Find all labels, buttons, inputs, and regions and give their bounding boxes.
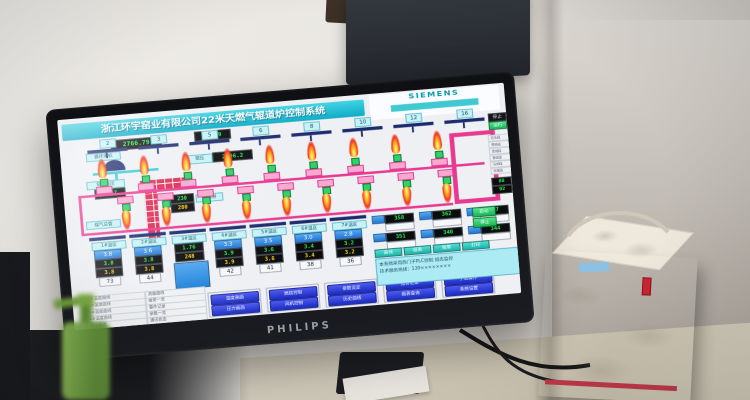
desk-cables (458, 320, 591, 384)
burner (345, 137, 365, 175)
duct-tick (462, 122, 466, 129)
burner (387, 133, 407, 171)
zone-output: 36 (339, 255, 362, 267)
flame-icon (281, 196, 293, 217)
label-gas-main: 煤气总管 (85, 219, 122, 231)
zone-column: 2#温区 3.6 3.8 3.8 44 (129, 231, 170, 293)
status-chip-run: 运行 (488, 120, 508, 131)
flame-icon (441, 182, 453, 204)
flame-icon (347, 137, 360, 158)
nav-group: 参数设定 历史曲线 (323, 278, 379, 308)
ups-sticker (578, 262, 610, 273)
zone-output: 38 (299, 259, 322, 271)
zone-column: 1#温区 3.8 3.8 3.8 73 (89, 235, 130, 296)
flame-icon (240, 199, 253, 221)
burner (303, 140, 323, 178)
flame-icon (160, 206, 173, 228)
duct-number: 3 (150, 134, 168, 145)
flame-icon (179, 151, 192, 172)
gas-pipe-riser (78, 195, 85, 236)
duct-number: 2 (99, 138, 117, 149)
burner (177, 151, 197, 189)
soap-bottle (48, 294, 128, 400)
chip (418, 211, 433, 221)
chip (371, 215, 386, 225)
ups-switch[interactable] (641, 277, 652, 296)
burner (116, 195, 136, 234)
burner (196, 188, 216, 227)
flame-icon (263, 144, 276, 165)
ups-red-stripe (544, 379, 677, 392)
flame-icon (96, 158, 108, 179)
flame-icon (221, 147, 234, 169)
nav-group: 燃烧控制 风机控制 (265, 283, 321, 313)
flame-icon (431, 130, 444, 151)
duct-number: 12 (405, 112, 423, 124)
green-button[interactable]: 停止 (472, 216, 498, 229)
left-edge-shadow (0, 252, 30, 400)
wall-right (552, 20, 750, 380)
duct-number: 6 (252, 125, 270, 136)
burner (156, 192, 176, 230)
nav-group: 温度画面 压力画面 (207, 288, 263, 318)
zone-column: 5#温区 3.5 3.6 3.6 41 (249, 221, 290, 283)
zone-column: 3#温区 1.76 248 (169, 228, 211, 290)
burner (261, 144, 281, 182)
zone-output: 73 (98, 276, 122, 287)
lcd-strip: 92 (491, 184, 513, 195)
flame-icon (361, 189, 373, 211)
zone-column: 7#温区 2.8 3.2 3.2 36 (329, 214, 371, 276)
ups-front-face (538, 250, 698, 400)
duct-tick (156, 148, 160, 154)
burner (397, 172, 416, 210)
flame-icon (138, 154, 150, 176)
duct-tick (207, 143, 211, 150)
duct-number: 16 (456, 108, 474, 119)
burner (429, 130, 448, 168)
duct-number: 5 (201, 129, 219, 141)
ups-box (538, 211, 710, 400)
burner (135, 154, 155, 192)
bottle-neck (80, 306, 92, 322)
wall-corner-shadow (534, 0, 564, 400)
bottle-pump (78, 294, 94, 306)
zone-column: 6#温区 3.0 3.4 3.4 38 (289, 218, 330, 279)
flame-icon (200, 203, 213, 224)
flame-icon (305, 140, 318, 162)
big-blue-panel (173, 260, 211, 290)
burner (219, 147, 239, 185)
duct-tick (411, 126, 415, 133)
burner (93, 158, 113, 196)
ups-cable (566, 211, 670, 238)
burner (317, 178, 336, 217)
chip (373, 233, 387, 243)
flame-icon (401, 186, 413, 207)
strip-row[interactable]: 窑尾段 (490, 166, 513, 175)
zone-column: 4#温区 3.3 3.9 3.9 42 (209, 225, 250, 286)
duct-number: 10 (354, 116, 372, 128)
zone-output: 42 (219, 265, 242, 277)
flame-icon (120, 209, 133, 231)
bottle-body (62, 322, 110, 400)
burner (277, 182, 296, 220)
burner (357, 175, 376, 213)
flame-icon (389, 133, 402, 155)
zone-output: 41 (259, 262, 282, 274)
chip (420, 229, 434, 239)
flame-icon (321, 193, 333, 214)
burner (237, 185, 256, 224)
duct-number: 8 (303, 121, 321, 132)
zone-output: 44 (138, 272, 162, 284)
